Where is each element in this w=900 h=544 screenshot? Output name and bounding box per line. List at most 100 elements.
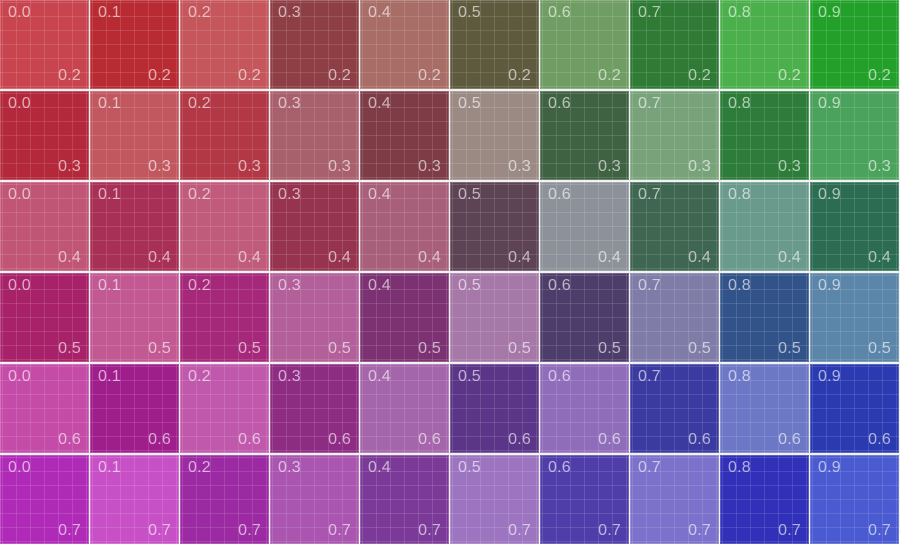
swatch-row-label: 0.3 <box>688 159 711 175</box>
swatch-column-label: 0.5 <box>458 460 481 476</box>
swatch-column-label: 0.2 <box>188 460 211 476</box>
swatch-column-label: 0.7 <box>638 187 661 203</box>
swatch-row-label: 0.4 <box>508 250 531 266</box>
swatch-column-label: 0.5 <box>458 96 481 112</box>
swatch-row-label: 0.5 <box>598 341 621 357</box>
swatch-column-label: 0.3 <box>278 460 301 476</box>
swatch-column-label: 0.4 <box>368 369 391 385</box>
swatch-row-label: 0.3 <box>508 159 531 175</box>
swatch-column-label: 0.8 <box>728 278 751 294</box>
swatch-row-label: 0.2 <box>328 68 351 84</box>
swatch-cell: 0.4 0.7 <box>360 455 449 544</box>
swatch-cell: 0.2 0.5 <box>180 273 269 362</box>
swatch-cell: 0.8 0.2 <box>720 0 809 89</box>
swatch-row-label: 0.3 <box>598 159 621 175</box>
swatch-cell: 0.7 0.6 <box>630 364 719 453</box>
swatch-column-label: 0.8 <box>728 5 751 21</box>
swatch-row-label: 0.3 <box>778 159 801 175</box>
swatch-column-label: 0.8 <box>728 187 751 203</box>
swatch-column-label: 0.1 <box>98 369 121 385</box>
swatch-row-label: 0.7 <box>328 523 351 539</box>
swatch-column-label: 0.6 <box>548 278 571 294</box>
swatch-cell: 0.2 0.2 <box>180 0 269 89</box>
swatch-row-label: 0.4 <box>328 250 351 266</box>
swatch-cell: 0.7 0.5 <box>630 273 719 362</box>
swatch-row-label: 0.5 <box>868 341 891 357</box>
swatch-column-label: 0.2 <box>188 369 211 385</box>
swatch-row-label: 0.5 <box>688 341 711 357</box>
swatch-row-label: 0.4 <box>778 250 801 266</box>
swatch-row-label: 0.6 <box>148 432 171 448</box>
swatch-row-label: 0.7 <box>508 523 531 539</box>
swatch-cell: 0.9 0.5 <box>810 273 899 362</box>
swatch-column-label: 0.5 <box>458 278 481 294</box>
swatch-cell: 0.8 0.6 <box>720 364 809 453</box>
swatch-row-label: 0.2 <box>238 68 261 84</box>
swatch-column-label: 0.0 <box>8 460 31 476</box>
swatch-column-label: 0.6 <box>548 96 571 112</box>
swatch-cell: 0.6 0.6 <box>540 364 629 453</box>
swatch-cell: 0.4 0.6 <box>360 364 449 453</box>
swatch-row-label: 0.2 <box>598 68 621 84</box>
swatch-column-label: 0.0 <box>8 96 31 112</box>
swatch-cell: 0.5 0.7 <box>450 455 539 544</box>
swatch-cell: 0.5 0.6 <box>450 364 539 453</box>
swatch-cell: 0.1 0.6 <box>90 364 179 453</box>
swatch-cell: 0.3 0.7 <box>270 455 359 544</box>
swatch-cell: 0.9 0.3 <box>810 91 899 180</box>
swatch-row-label: 0.5 <box>328 341 351 357</box>
swatch-row-label: 0.6 <box>688 432 711 448</box>
swatch-cell: 0.9 0.2 <box>810 0 899 89</box>
swatch-cell: 0.1 0.3 <box>90 91 179 180</box>
swatch-column-label: 0.7 <box>638 5 661 21</box>
swatch-column-label: 0.6 <box>548 369 571 385</box>
swatch-row-label: 0.6 <box>868 432 891 448</box>
swatch-row-label: 0.3 <box>418 159 441 175</box>
swatch-column-label: 0.6 <box>548 5 571 21</box>
swatch-column-label: 0.3 <box>278 5 301 21</box>
swatch-cell: 0.0 0.7 <box>0 455 89 544</box>
swatch-cell: 0.4 0.3 <box>360 91 449 180</box>
swatch-column-label: 0.3 <box>278 278 301 294</box>
swatch-row-label: 0.2 <box>508 68 531 84</box>
swatch-row-label: 0.4 <box>418 250 441 266</box>
swatch-column-label: 0.8 <box>728 369 751 385</box>
swatch-row-label: 0.7 <box>688 523 711 539</box>
swatch-cell: 0.9 0.6 <box>810 364 899 453</box>
swatch-row-label: 0.5 <box>148 341 171 357</box>
swatch-cell: 0.1 0.4 <box>90 182 179 271</box>
swatch-cell: 0.6 0.7 <box>540 455 629 544</box>
swatch-cell: 0.1 0.7 <box>90 455 179 544</box>
swatch-cell: 0.5 0.2 <box>450 0 539 89</box>
swatch-cell: 0.6 0.3 <box>540 91 629 180</box>
swatch-row-label: 0.2 <box>148 68 171 84</box>
swatch-row-label: 0.2 <box>688 68 711 84</box>
swatch-row-label: 0.6 <box>328 432 351 448</box>
swatch-column-label: 0.9 <box>818 96 841 112</box>
swatch-cell: 0.7 0.4 <box>630 182 719 271</box>
swatch-cell: 0.9 0.7 <box>810 455 899 544</box>
swatch-column-label: 0.1 <box>98 96 121 112</box>
swatch-row-label: 0.7 <box>418 523 441 539</box>
swatch-cell: 0.8 0.7 <box>720 455 809 544</box>
swatch-row-label: 0.4 <box>688 250 711 266</box>
swatch-column-label: 0.7 <box>638 369 661 385</box>
swatch-row-label: 0.7 <box>148 523 171 539</box>
swatch-column-label: 0.1 <box>98 460 121 476</box>
swatch-row-label: 0.3 <box>148 159 171 175</box>
swatch-row-label: 0.7 <box>238 523 261 539</box>
swatch-cell: 0.3 0.3 <box>270 91 359 180</box>
swatch-cell: 0.5 0.4 <box>450 182 539 271</box>
swatch-column-label: 0.9 <box>818 369 841 385</box>
swatch-column-label: 0.7 <box>638 96 661 112</box>
swatch-column-label: 0.0 <box>8 187 31 203</box>
swatch-column-label: 0.5 <box>458 187 481 203</box>
swatch-column-label: 0.5 <box>458 369 481 385</box>
swatch-column-label: 0.8 <box>728 96 751 112</box>
swatch-cell: 0.4 0.2 <box>360 0 449 89</box>
swatch-row-label: 0.4 <box>58 250 81 266</box>
swatch-row-label: 0.3 <box>868 159 891 175</box>
swatch-cell: 0.8 0.5 <box>720 273 809 362</box>
swatch-column-label: 0.3 <box>278 187 301 203</box>
